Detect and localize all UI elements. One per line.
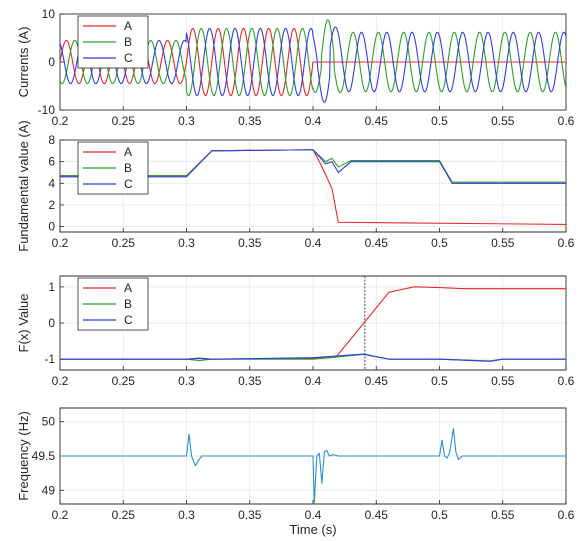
legend-label-a: A — [124, 19, 132, 33]
y-tick-label: 0 — [48, 316, 55, 330]
x-tick-label: 0.5 — [431, 508, 448, 522]
x-tick-label: 0.25 — [112, 114, 136, 128]
y-axis-label: Frequency (Hz) — [16, 411, 31, 501]
y-axis-label: Currents (A) — [16, 27, 31, 98]
legend-label-b: B — [124, 161, 132, 175]
x-tick-label: 0.6 — [558, 236, 575, 250]
x-tick-label: 0.3 — [178, 236, 195, 250]
series-line-c — [60, 26, 566, 103]
x-tick-label: 0.4 — [305, 236, 322, 250]
series-line-frequency — [60, 428, 566, 504]
y-tick-label: 6 — [48, 155, 55, 169]
y-tick-label: -1 — [44, 352, 55, 366]
y-tick-label: 10 — [42, 7, 56, 21]
x-tick-label: 0.35 — [238, 236, 262, 250]
x-tick-label: 0.6 — [558, 114, 575, 128]
traces — [60, 149, 566, 225]
legend-label-b: B — [124, 297, 132, 311]
x-tick-label: 0.3 — [178, 374, 195, 388]
x-tick-label: 0.2 — [52, 508, 69, 522]
chart-panel-2: 0.2 0.25 0.3 0.35 0.4 0.45 0.5 0.55 0.6 0 2 4 6 8 Fund… — [16, 120, 575, 252]
legend-label-a: A — [124, 145, 132, 159]
y-tick-label: 1 — [48, 280, 55, 294]
x-tick-label: 0.5 — [431, 114, 448, 128]
traces — [60, 286, 566, 362]
y-tick-label: 0 — [48, 55, 55, 69]
x-tick-label: 0.35 — [238, 508, 262, 522]
legend: ABC — [77, 277, 149, 331]
x-tick-label: 0.55 — [491, 508, 515, 522]
x-tick-label: 0.55 — [491, 374, 515, 388]
legend-label-c: C — [124, 51, 133, 65]
legend-label-b: B — [124, 35, 132, 49]
y-tick-label: -10 — [38, 103, 56, 117]
x-tick-label: 0.45 — [365, 236, 389, 250]
y-tick-label: 49.5 — [32, 449, 56, 463]
x-tick-label: 0.2 — [52, 236, 69, 250]
x-tick-label: 0.25 — [112, 236, 136, 250]
y-tick-label: 49 — [42, 483, 56, 497]
x-tick-label: 0.55 — [491, 236, 515, 250]
x-tick-label: 0.45 — [365, 374, 389, 388]
x-tick-label: 0.3 — [178, 508, 195, 522]
legend: ABC — [77, 15, 149, 69]
chart-panel-1: 0.2 0.25 0.3 0.35 0.4 0.45 0.5 0.55 0.6 -10 0 10 Cur… — [16, 7, 575, 128]
x-tick-label: 0.55 — [491, 114, 515, 128]
chart-panel-4: 0.2 0.25 0.3 0.35 0.4 0.45 0.5 0.55 0.6 49 49.5 50 F… — [16, 407, 575, 537]
legend-label-a: A — [124, 281, 132, 295]
y-tick-label: 0 — [48, 220, 55, 234]
x-tick-label: 0.4 — [305, 114, 322, 128]
x-axis-label: Time (s) — [289, 522, 336, 537]
x-tick-label: 0.25 — [112, 374, 136, 388]
plot-frame — [59, 139, 567, 233]
legend-label-c: C — [124, 177, 133, 191]
y-axis-label: Fundamental value (A) — [16, 120, 31, 252]
x-tick-label: 0.2 — [52, 374, 69, 388]
x-tick-label: 0.2 — [52, 114, 69, 128]
y-tick-label: 2 — [48, 198, 55, 212]
x-tick-label: 0.45 — [365, 114, 389, 128]
x-tick-label: 0.25 — [112, 508, 136, 522]
x-tick-label: 0.4 — [305, 374, 322, 388]
y-tick-label: 50 — [42, 415, 56, 429]
series-line-c — [60, 353, 566, 362]
traces — [60, 428, 566, 504]
x-tick-label: 0.45 — [365, 508, 389, 522]
plot-frame — [59, 275, 567, 371]
x-tick-label: 0.4 — [305, 508, 322, 522]
x-tick-label: 0.6 — [558, 508, 575, 522]
series-line-c — [60, 149, 566, 184]
y-tick-label: 8 — [48, 133, 55, 147]
legend-label-c: C — [124, 313, 133, 327]
x-tick-label: 0.5 — [431, 236, 448, 250]
x-tick-label: 0.35 — [238, 374, 262, 388]
x-tick-label: 0.35 — [238, 114, 262, 128]
legend: ABC — [77, 141, 149, 195]
chart-panel-3: 0.2 0.25 0.3 0.35 0.4 0.45 0.5 0.55 0.6 -1 0 1 F(x) … — [16, 275, 575, 388]
x-tick-label: 0.5 — [431, 374, 448, 388]
y-axis-label: F(x) Value — [16, 294, 31, 353]
x-tick-label: 0.3 — [178, 114, 195, 128]
x-tick-label: 0.6 — [558, 374, 575, 388]
y-tick-label: 4 — [48, 176, 55, 190]
